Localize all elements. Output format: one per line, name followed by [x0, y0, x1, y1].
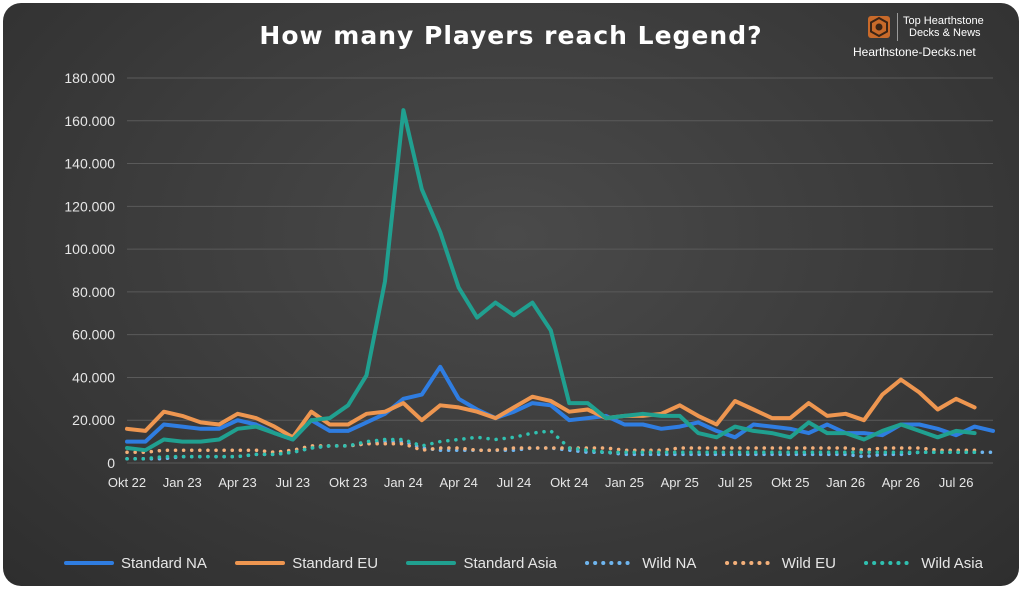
legend-item: Standard EU: [234, 555, 378, 572]
y-axis-ticks: 0 20.000 40.000 60.000 80.000 100.000 120.000 1…: [64, 70, 115, 471]
y-tick-label: 140.000: [64, 156, 115, 172]
series-lines: [125, 108, 995, 461]
x-tick-label: Jan 24: [384, 475, 423, 490]
x-tick-label: Apr 26: [882, 475, 920, 490]
chart-card: How many Players reach Legend? Top Heart…: [3, 3, 1019, 586]
hearthstone-logo-icon: [868, 16, 890, 38]
series-line-standard-asia: [125, 108, 977, 453]
series-line-wild-asia: [125, 429, 977, 461]
legend-label: Standard NA: [121, 554, 207, 572]
legend-item: Wild EU: [724, 555, 836, 572]
x-tick-label: Jan 26: [826, 475, 865, 490]
y-tick-label: 80.000: [72, 284, 115, 300]
x-tick-label: Jul 25: [718, 475, 753, 490]
series-line-standard-eu: [125, 377, 977, 440]
brand-tagline-1: Top Hearthstone: [903, 15, 984, 27]
x-tick-label: Jul 26: [939, 475, 974, 490]
x-tick-label: Apr 24: [440, 475, 478, 490]
legend-swatch: [724, 561, 775, 565]
series-line-wild-eu: [125, 442, 977, 455]
y-tick-label: 180.000: [64, 70, 115, 86]
legend-label: Wild EU: [781, 554, 836, 572]
legend-swatch: [864, 561, 915, 565]
brand-block[interactable]: Top Hearthstone Decks & News Hearthstone…: [853, 9, 1003, 65]
x-tick-label: Okt 24: [550, 475, 588, 490]
x-tick-label: Apr 25: [661, 475, 699, 490]
x-tick-label: Jan 23: [163, 475, 202, 490]
brand-url[interactable]: Hearthstone-Decks.net: [853, 45, 976, 59]
y-tick-label: 20.000: [72, 412, 115, 428]
legend-label: Standard Asia: [463, 554, 557, 572]
line-chart: 0 20.000 40.000 60.000 80.000 100.000 120.000 1…: [64, 70, 995, 490]
legend-swatch: [585, 561, 636, 565]
legend-label: Wild NA: [642, 554, 697, 572]
x-tick-label: Jul 23: [275, 475, 310, 490]
gridlines: [127, 77, 993, 464]
legend-swatch: [406, 561, 457, 565]
y-tick-label: 60.000: [72, 327, 115, 343]
y-tick-label: 100.000: [64, 241, 115, 257]
x-tick-label: Apr 23: [218, 475, 256, 490]
legend-swatch: [235, 561, 286, 565]
x-tick-label: Okt 22: [108, 475, 146, 490]
legend-label: Standard EU: [292, 554, 379, 572]
brand-tagline-2: Decks & News: [909, 27, 981, 39]
legend-item: Standard Asia: [405, 554, 557, 572]
chart-title: How many Players reach Legend?: [259, 21, 763, 50]
y-tick-label: 120.000: [64, 198, 115, 214]
legend: Standard NA Standard EU Standard Asia Wild …: [63, 553, 983, 573]
legend-label: Wild Asia: [921, 554, 983, 572]
y-tick-label: 0: [107, 455, 115, 471]
brand-divider: [897, 13, 898, 41]
x-tick-label: Jan 25: [605, 475, 644, 490]
x-axis-ticks: Okt 22 Jan 23 Apr 23 Jul 23 Okt 23 Jan 24 Apr …: [108, 475, 974, 490]
legend-item: Standard NA: [63, 555, 207, 572]
legend-item: Wild NA: [584, 555, 696, 572]
legend-swatch: [64, 561, 114, 565]
legend-item: Wild Asia: [863, 555, 983, 572]
y-tick-label: 160.000: [64, 113, 115, 129]
y-tick-label: 40.000: [72, 369, 115, 385]
x-tick-label: Jul 24: [497, 475, 532, 490]
x-tick-label: Okt 25: [771, 475, 809, 490]
x-tick-label: Okt 23: [329, 475, 367, 490]
